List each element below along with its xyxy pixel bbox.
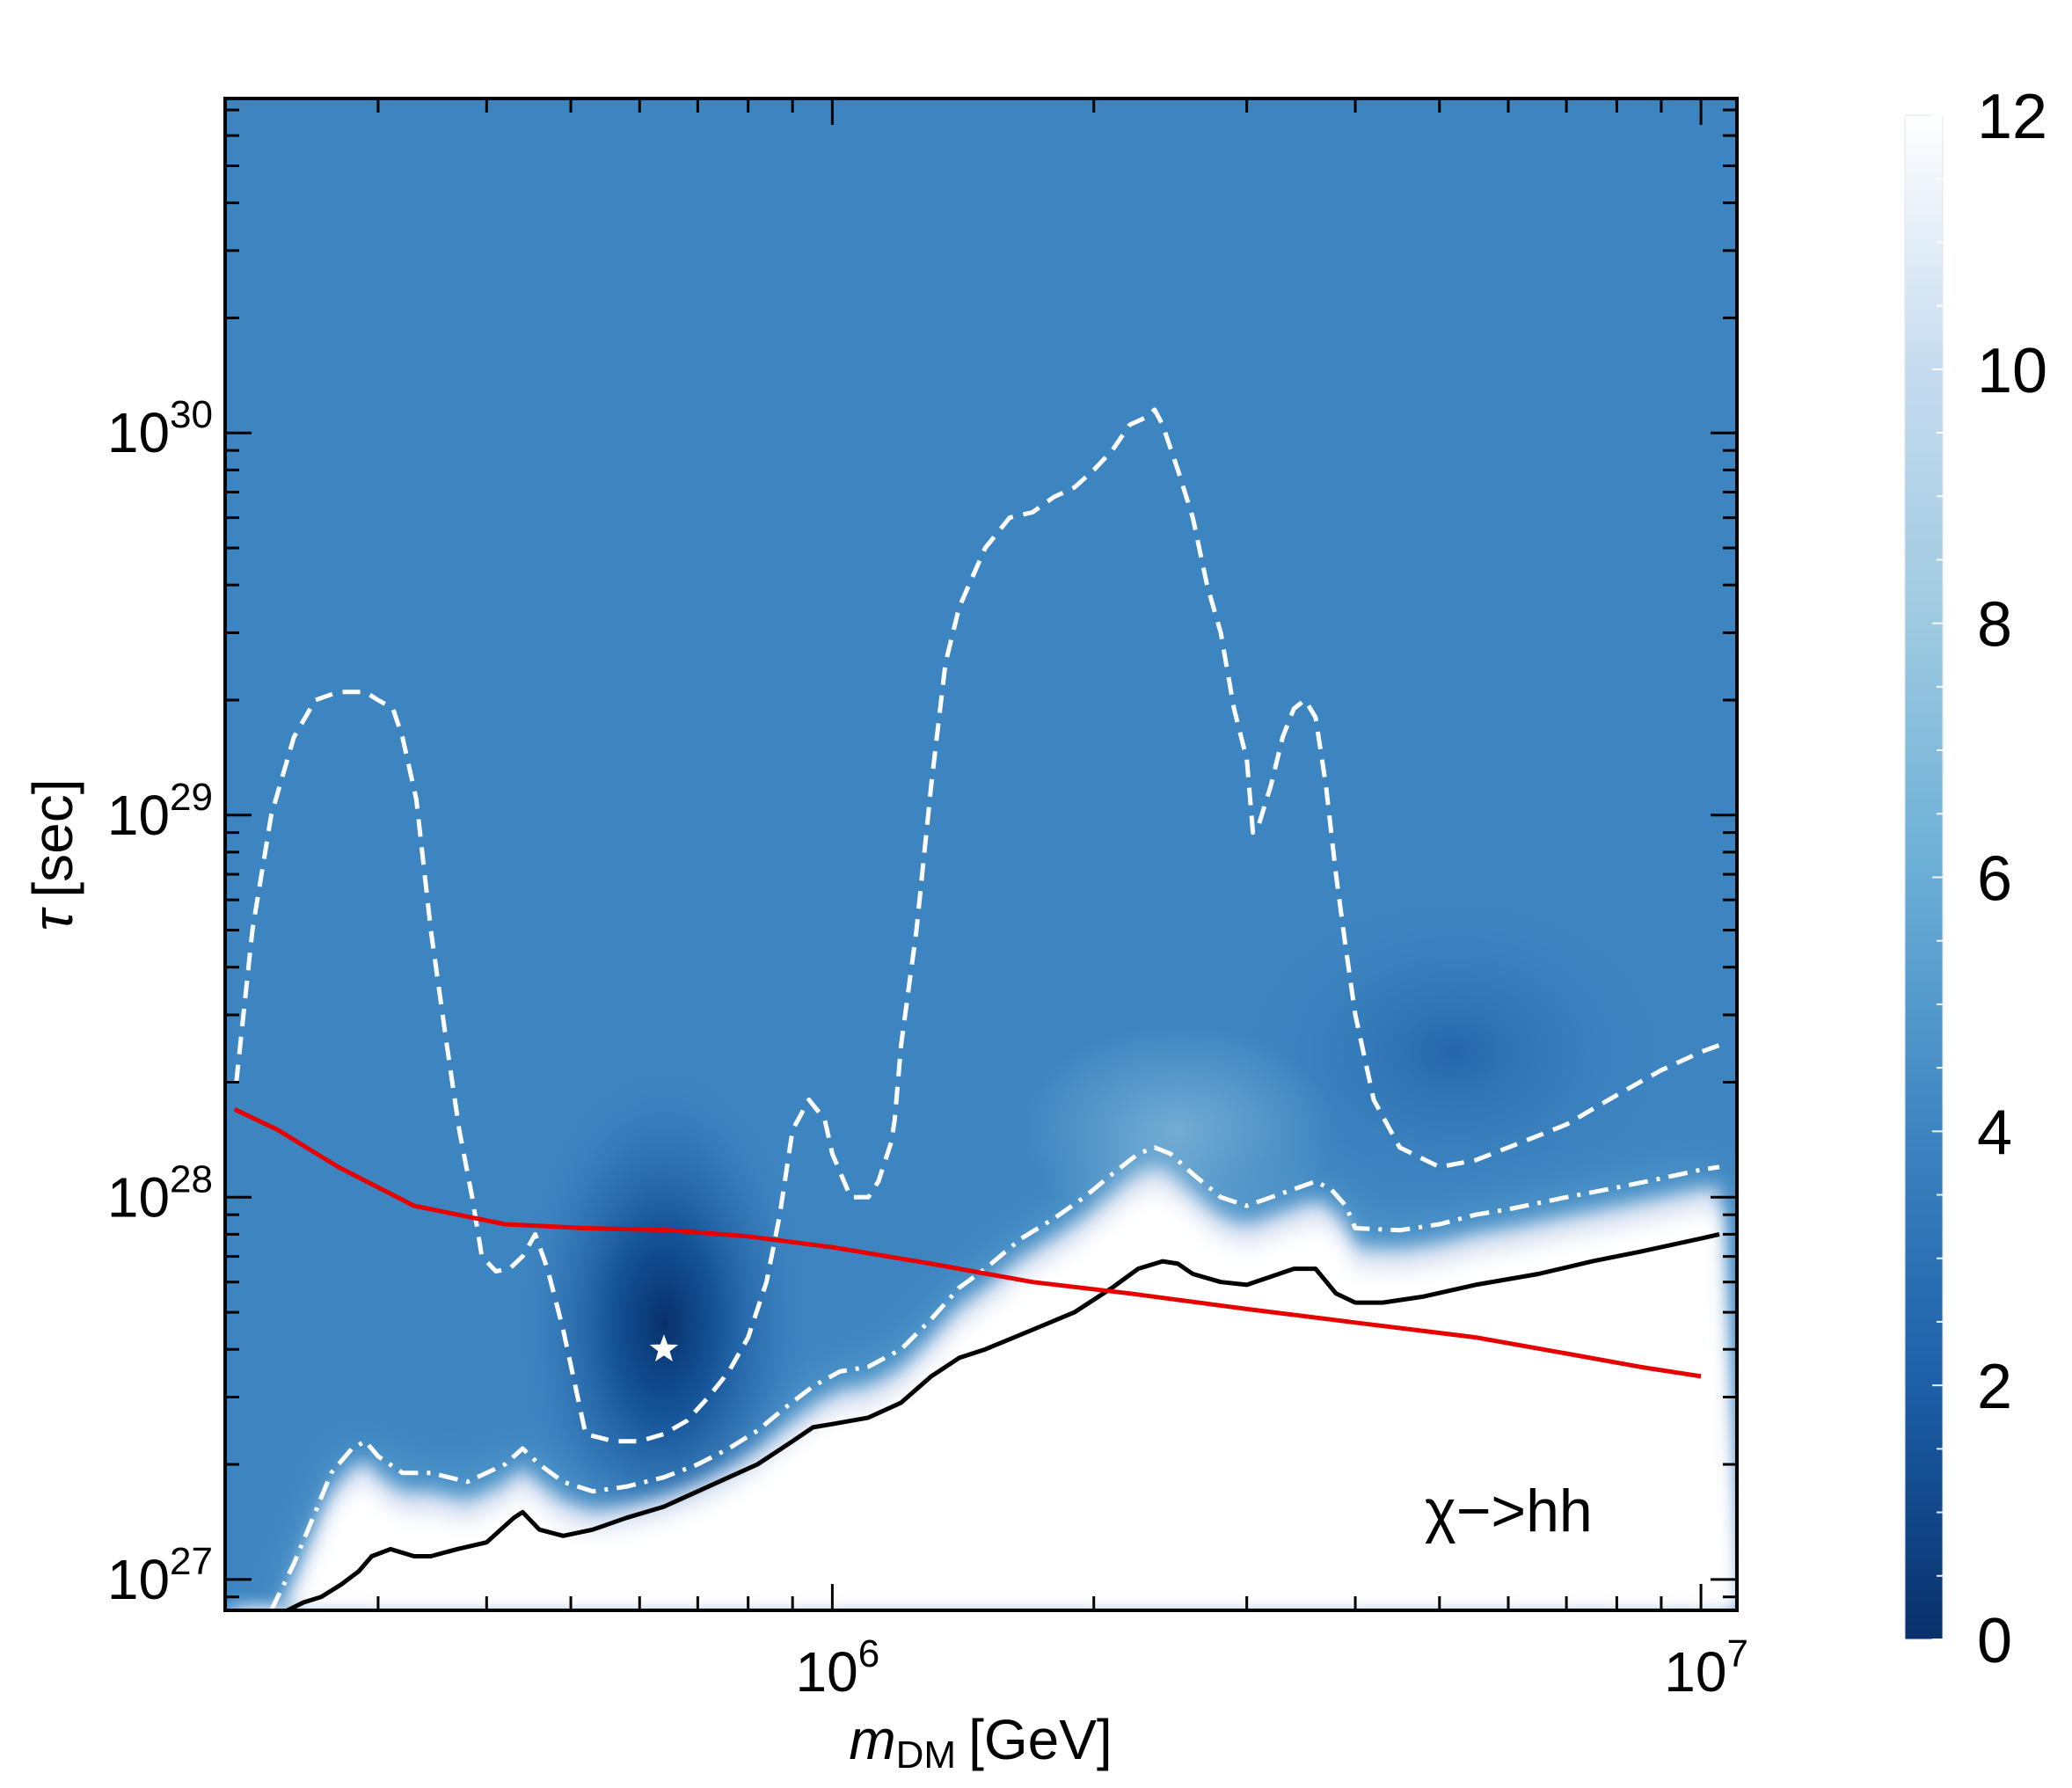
colorbar-tick-label: 12 [1977, 82, 2047, 152]
colorbar-tick-label: 4 [1977, 1098, 2012, 1168]
svg-text:τ[sec]: τ [sec] [21, 778, 84, 930]
heatmap-secondary-minimum [1225, 885, 1683, 1220]
svg-text:mDM[GeV]: mDM [GeV] [849, 1708, 1112, 1777]
y-tick-label: 1027 [107, 1540, 213, 1611]
x-axis-symbol: m [849, 1708, 895, 1771]
excluded-region [225, 1189, 1737, 1610]
plot-area [225, 99, 1737, 1610]
best-fit-star [649, 1334, 679, 1361]
tick-labels: 106 107 1027 1028 1029 1030 [107, 393, 1748, 1704]
colorbar-ticks: 0 2 4 6 8 10 12 [1932, 82, 2047, 1676]
plot-frame [223, 97, 1739, 1612]
y-tick-label: 1030 [107, 393, 213, 464]
colorbar-tick-label: 2 [1977, 1352, 2012, 1422]
channel-label: χ−>hh [1425, 1478, 1593, 1544]
y-axis-symbol: τ [21, 907, 84, 931]
contour-2sigma-line [269, 1145, 1720, 1610]
x-tick-label: 107 [1664, 1632, 1748, 1704]
x-tick-label: 106 [796, 1632, 880, 1704]
colorbar-tick-label: 0 [1977, 1606, 2012, 1676]
x-axis-unit: [GeV] [968, 1708, 1113, 1771]
axis-ticks [223, 99, 1737, 1610]
x-axis-title: mDM [GeV] [849, 1708, 1112, 1777]
colorbar-tick-label: 10 [1977, 336, 2047, 406]
colorbar-tick-label: 6 [1977, 844, 2012, 915]
reference-limit-line [233, 1106, 1702, 1379]
y-tick-label: 1028 [107, 1157, 213, 1229]
channel-annotation: χ−>hh [1425, 1478, 1593, 1544]
y-tick-label: 1029 [107, 776, 213, 847]
y-axis-title: τ [sec] [21, 778, 84, 930]
x-axis-subscript: DM [896, 1733, 956, 1777]
colorbar: 0 2 4 6 8 10 12 [1904, 82, 2047, 1676]
y-axis-unit: [sec] [21, 778, 84, 897]
heatmap-minimum-region [514, 1059, 813, 1587]
exclusion-limit-line [286, 1231, 1720, 1610]
colorbar-tick-label: 8 [1977, 590, 2012, 660]
